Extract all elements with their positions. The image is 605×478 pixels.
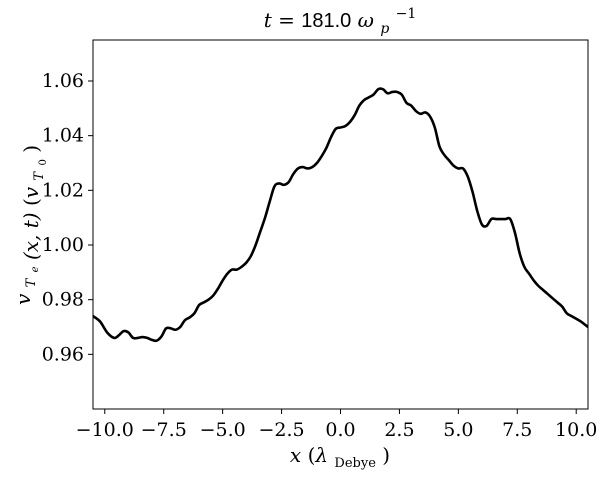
xlabel-var: x xyxy=(290,443,301,467)
ylabel-var: v xyxy=(11,293,35,305)
series-line xyxy=(93,87,588,343)
y-tick-label: 1.06 xyxy=(42,70,84,92)
y-tick-label: 0.98 xyxy=(42,289,84,311)
x-tick-label: 7.5 xyxy=(502,419,532,441)
ylabel-unit-sub: T xyxy=(32,171,47,181)
x-tick-label: −10.0 xyxy=(76,419,134,441)
x-tick-label: −7.5 xyxy=(141,419,187,441)
y-tick-label: 1.02 xyxy=(42,179,84,201)
x-tick-label: 2.5 xyxy=(384,419,414,441)
y-tick-label: 0.96 xyxy=(42,343,84,365)
xlabel-unit: λ xyxy=(314,443,328,467)
title-lhs: t = xyxy=(264,8,295,32)
ylabel-args: (x, t) xyxy=(19,212,43,260)
title-value: 181.0 xyxy=(301,10,351,32)
x-tick-label: −2.5 xyxy=(259,419,305,441)
ylabel-sub: T xyxy=(24,277,39,287)
plot-area xyxy=(92,39,589,410)
x-axis-ticks: −10.0 −7.5 −5.0 −2.5 0.0 2.5 5.0 7.5 10.0 xyxy=(76,409,597,441)
x-tick-label: 10.0 xyxy=(555,419,597,441)
title-sub: p xyxy=(380,21,389,37)
title-unit: ω xyxy=(358,8,374,32)
y-tick-label: 1.04 xyxy=(42,125,84,147)
x-tick-label: 0.0 xyxy=(325,419,355,441)
x-tick-label: −5.0 xyxy=(200,419,246,441)
y-axis-ticks: 0.96 0.98 1.00 1.02 1.04 1.06 xyxy=(42,70,93,365)
xlabel-sub: Debye xyxy=(334,456,376,471)
y-tick-label: 1.00 xyxy=(42,234,84,256)
ylabel-subsub: e xyxy=(30,266,41,272)
chart-title: t = 181.0 ω p −1 xyxy=(264,6,417,38)
ylabel-unit: v xyxy=(19,186,43,198)
y-axis-label: v T e (x, t) (v T 0 ) xyxy=(11,145,51,305)
ylabel-unit-subsub: 0 xyxy=(38,159,49,165)
x-tick-label: 5.0 xyxy=(443,419,473,441)
x-axis-label: x (λ Debye ) xyxy=(290,443,390,472)
title-sup: −1 xyxy=(396,6,417,22)
